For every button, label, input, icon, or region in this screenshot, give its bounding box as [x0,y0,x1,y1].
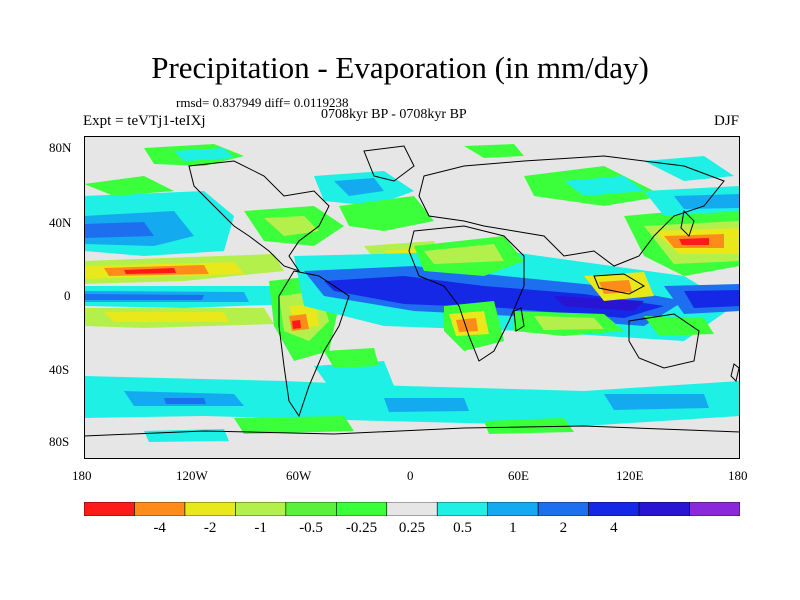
colorbar-swatch [285,502,337,516]
x-tick-180-right: 180 [728,468,748,483]
field-patch [84,222,154,238]
field-patch [554,296,644,311]
field-patch [84,176,174,196]
field-patch [679,238,709,245]
field-patch [384,398,469,412]
field-patch [264,216,319,236]
colorbar-label: -0.25 [345,520,378,536]
field-patch [644,156,734,181]
field-patch [84,294,204,300]
field-patch [684,290,740,308]
colorbar-label: -4 [153,520,166,536]
y-tick-80n: 80N [49,140,72,155]
y-tick-0: 0 [64,288,71,303]
coastline-maritime [593,273,646,295]
coastline-greenland [363,145,415,182]
field-patch [644,316,714,336]
experiment-label: Expt = teVTj1-teIXj [83,113,206,129]
field-patch [456,318,478,332]
field-patch [334,178,384,196]
colorbar-swatch [184,502,236,516]
colorbar-label: 0.5 [453,520,472,536]
field-patch [424,244,504,264]
colorbar-swatch [336,502,388,516]
colorbar-label: 4 [610,520,618,536]
plot-title: Precipitation - Evaporation (in mm/day) [151,50,649,85]
colorbar-swatch [84,502,135,516]
rmsd-diff-text: rmsd= 0.837949 diff= 0.0119238 [176,95,349,110]
colorbar-label: -2 [203,520,217,536]
colorbar-swatch [235,502,287,516]
field-patch [164,398,206,404]
colorbar-swatch [537,502,589,516]
field-patch [104,312,229,322]
colorbar-label: 1 [509,520,517,536]
x-tick-60e: 60E [508,468,529,483]
map-frame [84,136,740,459]
y-tick-80s: 80S [49,434,70,449]
coastline-madagascar [513,307,525,332]
field-patch [324,276,664,318]
colorbar-swatch [134,502,186,516]
coastline-antarctica [84,425,740,437]
field-patch [534,316,604,330]
field-patch [292,320,301,329]
colorbar-swatch [588,502,640,516]
period-subtitle: 0708kyr BP - 0708kyr BP [321,107,467,122]
field-patch [174,148,234,161]
colorbar-label: -0.5 [299,520,323,536]
x-tick-60w: 60W [286,468,312,483]
coastline-new-zealand [730,363,740,382]
colorbar-swatch [689,502,740,516]
coastline-europe-asia [418,155,725,267]
field-patch [484,418,574,434]
colorbar-swatch [386,502,438,516]
field-patch [234,416,354,434]
colorbar [84,502,740,516]
y-tick-40s: 40S [49,362,70,377]
y-tick-40n: 40N [49,215,72,230]
colorbar-swatch [487,502,539,516]
field-patch [464,144,524,158]
colorbar-label: 2 [559,520,568,536]
field-patch [599,280,632,294]
field-patch [339,196,434,231]
x-tick-0: 0 [407,468,414,483]
colorbar-label: 0.25 [398,520,426,536]
field-patch [324,348,379,368]
field-patch [604,394,709,410]
x-tick-120e: 120E [616,468,644,483]
field-patch [124,268,176,274]
precip-evap-map [84,136,740,459]
coastline-japan [680,209,695,237]
coastline-north-america [188,160,330,272]
colorbar-swatch [436,502,488,516]
coastline-south-america [278,270,350,418]
colorbar-label: -1 [254,520,267,536]
coastline-africa [408,225,525,362]
x-tick-120w: 120W [176,468,208,483]
colorbar-swatch [638,502,690,516]
x-tick-180-left: 180 [72,468,92,483]
season-label: DJF [713,113,739,129]
coastline-australia [628,313,700,369]
field-patch [564,176,644,196]
